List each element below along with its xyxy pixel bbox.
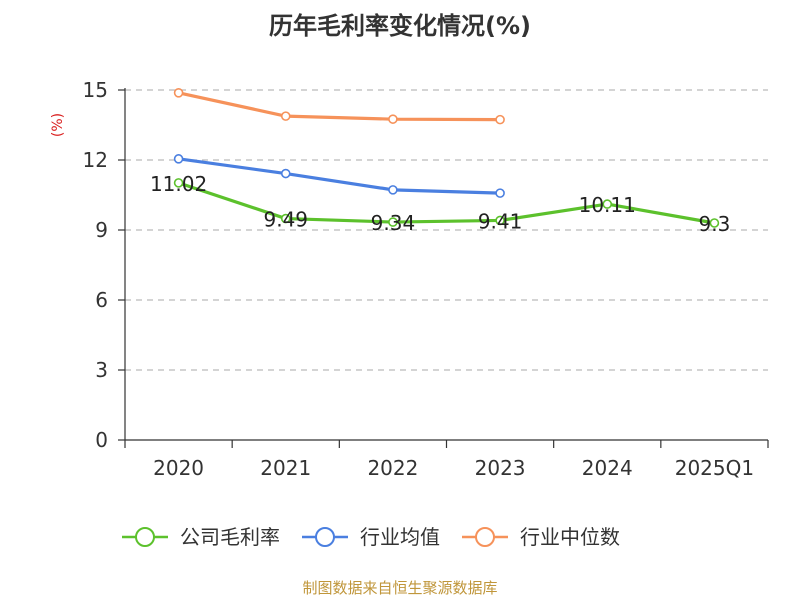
y-axis-label: (%) (50, 113, 66, 137)
data-point (388, 114, 398, 124)
y-tick-label: 6 (95, 288, 108, 312)
series-line (176, 91, 502, 122)
grid-lines (125, 89, 768, 371)
data-point (280, 168, 291, 179)
data-point (173, 178, 184, 188)
y-tick-label: 3 (95, 358, 108, 382)
data-point (280, 111, 291, 121)
data-point (709, 218, 720, 228)
axes: 0 3 6 9 12 15 2020 2021 2022 2023 2024 2025Q1 (83, 78, 769, 480)
legend-item: 行业中位数 (462, 525, 620, 549)
legend-swatch-marker (475, 527, 495, 547)
data-point (602, 199, 613, 209)
legend-item: 公司毛利率 (122, 525, 280, 549)
series-line (176, 157, 502, 195)
data-label: 11.02 (150, 172, 207, 196)
legend-label: 公司毛利率 (180, 525, 280, 549)
data-label: 9.41 (478, 209, 523, 233)
source-note: 制图数据来自恒生聚源数据库 (302, 579, 497, 597)
data-point (495, 114, 505, 125)
data-label: 9.34 (371, 211, 416, 235)
legend-item: 行业均值 (302, 525, 440, 549)
y-tick-label: 0 (95, 428, 108, 452)
x-tick-label: 2021 (260, 456, 311, 480)
series-line (176, 181, 717, 225)
data-point (280, 213, 291, 224)
data-label: 9.3 (699, 212, 731, 236)
data-point (388, 217, 398, 227)
x-tick-label: 2023 (475, 456, 526, 480)
data-point (495, 215, 505, 226)
data-labels: 11.02 9.49 9.34 9.41 10.11 9.3 (150, 172, 730, 236)
chart-title: 历年毛利率变化情况(%) (269, 12, 531, 40)
x-tick-label: 2024 (582, 456, 633, 480)
data-point (495, 188, 505, 198)
y-tick-label: 9 (95, 218, 108, 242)
data-point (173, 154, 184, 164)
y-tick-label: 15 (83, 78, 108, 102)
legend: 公司毛利率 行业均值 行业中位数 (122, 525, 620, 549)
data-label: 9.49 (263, 208, 308, 232)
legend-label: 行业中位数 (520, 525, 620, 549)
data-label: 10.11 (579, 193, 636, 217)
series (173, 88, 720, 228)
x-tick-label: 2020 (153, 456, 204, 480)
x-tick-label: 2025Q1 (675, 456, 754, 480)
legend-label: 行业均值 (360, 525, 440, 549)
legend-swatch-marker (315, 527, 335, 547)
legend-swatch-marker (135, 527, 155, 547)
data-point (388, 185, 398, 195)
y-tick-label: 12 (83, 148, 108, 172)
data-point (173, 88, 184, 98)
x-tick-label: 2022 (367, 456, 418, 480)
